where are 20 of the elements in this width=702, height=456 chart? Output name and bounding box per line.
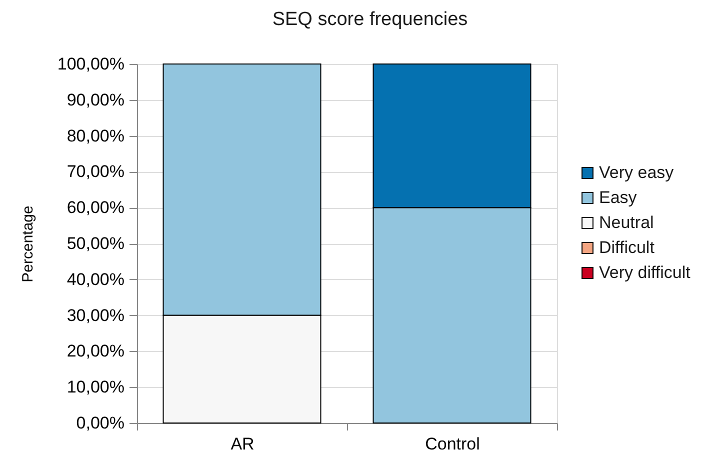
y-tick-label: 10,00%: [66, 378, 124, 397]
y-tick-label: 90,00%: [66, 90, 124, 110]
chart-title: SEQ score frequencies: [272, 9, 468, 30]
y-tick-label: 70,00%: [66, 162, 124, 182]
legend-label: Very difficult: [599, 263, 691, 282]
legend-label: Difficult: [599, 238, 655, 258]
y-tick-label: 20,00%: [66, 342, 124, 361]
legend-label: Neutral: [599, 213, 654, 232]
x-tick-label: Control: [425, 434, 480, 454]
legend-label: Easy: [599, 188, 638, 208]
y-tick-label: 80,00%: [66, 126, 124, 146]
y-tick-label: 30,00%: [66, 306, 124, 325]
y-tick-label: 50,00%: [66, 234, 124, 253]
y-tick-label: 40,00%: [66, 270, 124, 289]
y-axis-title: Percentage: [19, 206, 36, 282]
x-tick-label: AR: [230, 434, 254, 454]
y-tick-label: 0,00%: [76, 414, 124, 432]
legend-label: Very easy: [599, 163, 674, 182]
y-tick-label: 60,00%: [66, 198, 124, 218]
y-tick-label: 100,00%: [57, 54, 124, 74]
